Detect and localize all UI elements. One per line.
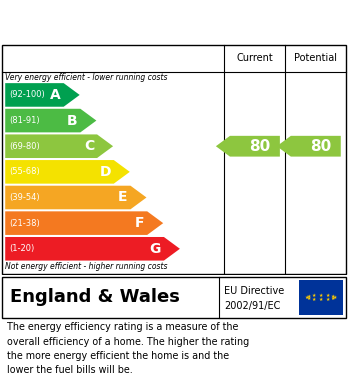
- Polygon shape: [5, 135, 113, 158]
- Text: ★: ★: [326, 293, 330, 298]
- FancyBboxPatch shape: [2, 45, 346, 274]
- Polygon shape: [5, 160, 130, 184]
- FancyBboxPatch shape: [2, 277, 346, 318]
- Text: ★: ★: [312, 296, 316, 301]
- Text: 80: 80: [310, 139, 332, 154]
- Text: ★: ★: [331, 294, 335, 299]
- Text: (55-68): (55-68): [9, 167, 40, 176]
- Text: England & Wales: England & Wales: [10, 289, 180, 307]
- Text: E: E: [118, 190, 128, 204]
- Text: ★: ★: [326, 296, 330, 301]
- Text: ★: ★: [307, 294, 311, 299]
- Text: Potential: Potential: [294, 54, 337, 63]
- Text: ★: ★: [331, 296, 335, 301]
- Text: F: F: [135, 216, 144, 230]
- Text: The energy efficiency rating is a measure of the
overall efficiency of a home. T: The energy efficiency rating is a measur…: [7, 322, 249, 375]
- Text: ★: ★: [305, 295, 309, 300]
- Text: ★: ★: [333, 295, 337, 300]
- Text: D: D: [100, 165, 111, 179]
- Text: B: B: [67, 113, 78, 127]
- Polygon shape: [216, 136, 280, 157]
- Text: ★: ★: [319, 297, 323, 302]
- Polygon shape: [5, 212, 163, 235]
- Text: A: A: [50, 88, 61, 102]
- Polygon shape: [5, 186, 147, 209]
- Text: G: G: [150, 242, 161, 256]
- Polygon shape: [5, 83, 80, 107]
- Text: ★: ★: [319, 293, 323, 298]
- Polygon shape: [5, 237, 180, 260]
- Text: (39-54): (39-54): [9, 193, 40, 202]
- Text: (1-20): (1-20): [9, 244, 35, 253]
- Polygon shape: [277, 136, 341, 157]
- Text: ★: ★: [307, 296, 311, 301]
- Text: Current: Current: [237, 54, 273, 63]
- Text: EU Directive: EU Directive: [224, 286, 285, 296]
- Text: Not energy efficient - higher running costs: Not energy efficient - higher running co…: [5, 262, 168, 271]
- Text: (81-91): (81-91): [9, 116, 40, 125]
- Text: Energy Efficiency Rating: Energy Efficiency Rating: [10, 13, 239, 31]
- Text: ★: ★: [312, 293, 316, 298]
- Text: 80: 80: [250, 139, 271, 154]
- Text: (92-100): (92-100): [9, 90, 45, 99]
- Text: C: C: [84, 139, 94, 153]
- Text: Very energy efficient - lower running costs: Very energy efficient - lower running co…: [5, 73, 168, 82]
- Bar: [299, 280, 343, 315]
- Text: (21-38): (21-38): [9, 219, 40, 228]
- Polygon shape: [5, 109, 96, 133]
- Text: (69-80): (69-80): [9, 142, 40, 151]
- Text: 2002/91/EC: 2002/91/EC: [224, 301, 281, 310]
